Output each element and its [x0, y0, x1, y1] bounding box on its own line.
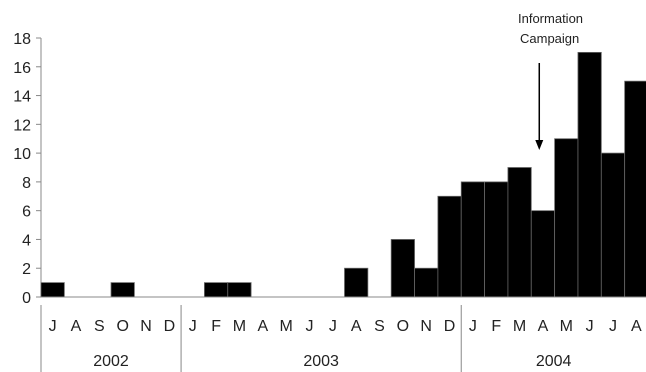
bar	[204, 282, 229, 298]
x-tick-label: N	[140, 318, 152, 335]
bar	[344, 267, 369, 298]
annotation-arrow-head	[535, 140, 544, 150]
x-tick-label: O	[397, 318, 409, 335]
x-tick-label: A	[351, 318, 362, 335]
y-axis: 0 2 4 6 8 10 12 14 16 18	[13, 31, 42, 307]
bar	[484, 181, 509, 298]
annotation: Information Campaign	[518, 11, 583, 150]
x-tick-label: J	[329, 318, 337, 335]
bar	[437, 195, 462, 298]
bar	[110, 282, 135, 298]
y-tick-label: 14	[13, 89, 31, 106]
bar	[227, 282, 252, 298]
year-label: 2003	[303, 353, 339, 370]
x-tick-label: J	[609, 318, 617, 335]
year-label: 2002	[93, 353, 129, 370]
y-tick-label: 10	[13, 146, 31, 163]
x-tick-label: N	[420, 318, 432, 335]
x-tick-label: D	[164, 318, 176, 335]
bar	[600, 152, 626, 298]
bars	[40, 51, 646, 298]
x-tick-label: S	[374, 318, 385, 335]
x-tick-label: M	[560, 318, 573, 335]
x-tick-label: A	[257, 318, 268, 335]
x-tick-label: F	[211, 318, 221, 335]
x-tick-label: A	[631, 318, 642, 335]
y-tick-label: 0	[22, 290, 31, 307]
x-tick-label: O	[116, 318, 128, 335]
bar	[624, 80, 646, 298]
x-tick-label: A	[71, 318, 82, 335]
bar	[40, 282, 65, 298]
bar	[554, 138, 579, 298]
year-groups: 2002 2003 2004	[40, 305, 572, 372]
year-label: 2004	[536, 353, 572, 370]
y-tick-label: 12	[13, 117, 31, 134]
y-tick-label: 6	[22, 204, 31, 221]
x-tick-label: M	[513, 318, 526, 335]
x-tick-label: D	[444, 318, 456, 335]
y-tick-label: 8	[22, 175, 31, 192]
x-tick-label: J	[469, 318, 477, 335]
y-tick-label: 2	[22, 261, 31, 278]
x-tick-label: J	[49, 318, 57, 335]
bar	[530, 210, 556, 298]
bar	[390, 239, 415, 298]
bar	[507, 167, 532, 298]
x-tick-label: S	[94, 318, 105, 335]
bar	[414, 267, 439, 298]
annotation-line-2: Campaign	[520, 31, 579, 46]
x-tick-label: J	[305, 318, 313, 335]
x-tick-label: J	[189, 318, 197, 335]
y-tick-label: 18	[13, 31, 31, 48]
x-tick-label: F	[491, 318, 501, 335]
x-tick-label: M	[233, 318, 246, 335]
x-tick-label: J	[586, 318, 594, 335]
x-tick-label: A	[538, 318, 549, 335]
y-tick-label: 16	[13, 60, 31, 77]
x-tick-label: M	[279, 318, 292, 335]
bar	[460, 181, 485, 298]
annotation-line-1: Information	[518, 11, 583, 26]
y-tick-label: 4	[22, 232, 31, 249]
bar	[577, 51, 602, 298]
